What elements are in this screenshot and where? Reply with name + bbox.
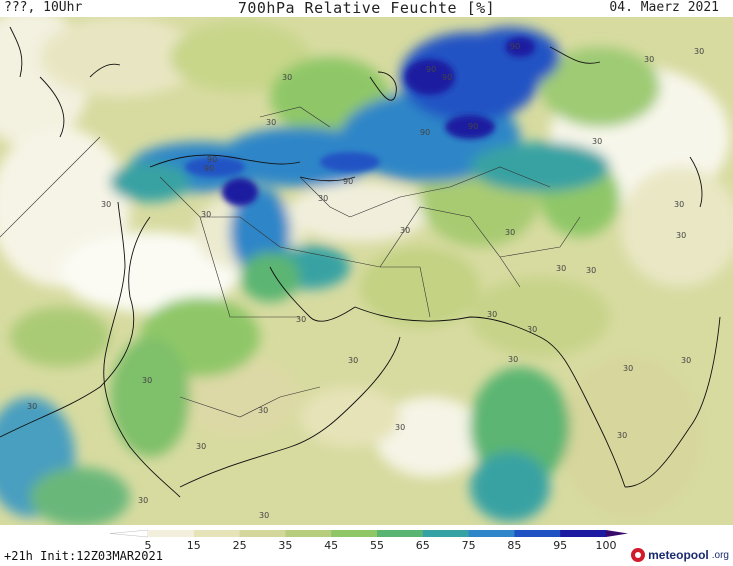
map-title: 700hPa Relative Feuchte [%] [237, 0, 496, 17]
contour-label: 90 [426, 65, 436, 74]
contour-label: 30 [258, 406, 268, 415]
legend-swatch [422, 530, 470, 537]
contour-label: 30 [348, 356, 358, 365]
contour-label: 30 [318, 194, 328, 203]
contour-label: 30 [27, 402, 37, 411]
legend-ticks: 5 15 25 35 45 55 65 75 85 95 100 [145, 539, 617, 552]
contour-label: 30 [674, 200, 684, 209]
legend-tick-label: 5 [145, 539, 152, 552]
contour-label: 90 [510, 42, 520, 51]
legend-bars [109, 529, 628, 538]
contour-label: 90 [420, 128, 430, 137]
contour-label: 30 [138, 496, 148, 505]
contour-label: 90 [207, 155, 217, 164]
contour-label: 30 [694, 47, 704, 56]
humidity-map: 90 90 90 90 90 90 90 90 30 30 30 30 30 3… [0, 17, 733, 525]
legend-swatch [560, 530, 607, 537]
legend-arrow-low [109, 529, 149, 538]
contour-label: 30 [508, 355, 518, 364]
logo-tld: .org [711, 549, 729, 561]
contour-label: 30 [400, 226, 410, 235]
contour-label: 30 [527, 325, 537, 334]
contour-label: 30 [296, 315, 306, 324]
humidity-field [0, 17, 733, 525]
contour-label: 30 [681, 356, 691, 365]
contour-label: 90 [468, 122, 478, 131]
legend-swatch [148, 530, 195, 537]
contour-label: 30 [617, 431, 627, 440]
forecast-info: +21h Init:12Z03MAR2021 [4, 549, 163, 563]
legend-tick-label: 25 [233, 539, 247, 552]
contour-label: 30 [259, 511, 269, 520]
contour-label: 30 [266, 118, 276, 127]
contour-label: 30 [142, 376, 152, 385]
header-left-label: ???, 10Uhr [4, 0, 83, 15]
contour-label: 30 [556, 264, 566, 273]
logo-name: meteopool [648, 548, 709, 562]
meteopool-logo[interactable]: meteopool .org [631, 545, 729, 565]
legend-swatch [193, 530, 241, 537]
legend-swatch [331, 530, 378, 537]
legend-arrow-high [606, 530, 628, 537]
coastlines [0, 26, 721, 498]
contour-label: 30 [201, 210, 211, 219]
contour-label: 30 [592, 137, 602, 146]
legend-swatch [468, 530, 515, 537]
color-legend: 5 15 25 35 45 55 65 75 85 95 100 [109, 529, 628, 552]
legend-tick-label: 35 [278, 539, 292, 552]
meteopool-logo-icon [631, 548, 646, 562]
contour-label: 30 [623, 364, 633, 373]
legend-tick-label: 15 [187, 539, 201, 552]
contour-label: 30 [487, 310, 497, 319]
contour-label: 30 [395, 423, 405, 432]
legend-tick-label: 55 [370, 539, 384, 552]
contour-label: 90 [204, 164, 214, 173]
contour-label: 30 [101, 200, 111, 209]
legend-swatch [377, 530, 424, 537]
contour-label: 30 [282, 73, 292, 82]
legend-swatch [285, 530, 332, 537]
legend-tick-label: 65 [416, 539, 430, 552]
contour-label: 30 [676, 231, 686, 240]
humidity-core [185, 37, 535, 206]
legend-swatch [514, 530, 561, 537]
contour-label: 30 [196, 442, 206, 451]
contour-label: 30 [586, 266, 596, 275]
contour-label: 30 [505, 228, 515, 237]
contour-label-layer: 90 90 90 90 90 90 90 90 30 30 30 30 30 3… [27, 42, 704, 520]
legend-swatch [239, 530, 286, 537]
legend-tick-label: 75 [462, 539, 476, 552]
legend-tick-label: 95 [553, 539, 567, 552]
legend-tick-label: 85 [507, 539, 521, 552]
contour-label: 30 [644, 55, 654, 64]
contour-label: 90 [442, 73, 452, 82]
contour-label: 90 [343, 177, 353, 186]
legend-tick-label: 100 [596, 539, 617, 552]
map-date: 04. Maerz 2021 [609, 0, 719, 15]
legend-tick-label: 45 [324, 539, 338, 552]
borders [0, 106, 581, 418]
